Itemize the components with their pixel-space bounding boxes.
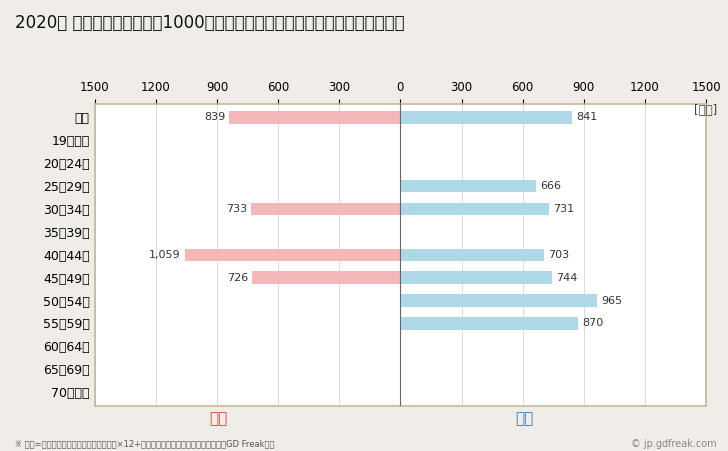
Text: 839: 839 [204,112,225,123]
Text: 731: 731 [553,204,574,214]
Text: 965: 965 [601,295,622,306]
Text: 666: 666 [540,181,561,191]
Bar [253,272,400,284]
Bar [400,317,578,330]
Bar [400,180,536,193]
Bar [400,295,597,307]
Bar [400,272,552,284]
Text: [万円]: [万円] [694,104,717,117]
Bar [400,249,544,261]
Text: 870: 870 [582,318,603,328]
Text: 男性: 男性 [515,411,534,426]
Text: 733: 733 [226,204,247,214]
Bar [400,111,571,124]
Text: 841: 841 [576,112,597,123]
Text: 1,059: 1,059 [149,250,181,260]
Text: 726: 726 [227,273,248,283]
Bar [184,249,400,261]
Bar [400,203,550,215]
Text: ※ 年収=「きまって支給する現金給与額」×12+「年間賞与その他特別給与額」としてGD Freak推計: ※ 年収=「きまって支給する現金給与額」×12+「年間賞与その他特別給与額」とし… [15,440,274,449]
Text: 703: 703 [547,250,569,260]
Text: 744: 744 [556,273,577,283]
Text: 2020年 民間企業（従業者数1000人以上）フルタイム労働者の男女別平均年収: 2020年 民間企業（従業者数1000人以上）フルタイム労働者の男女別平均年収 [15,14,404,32]
Bar [251,203,400,215]
Text: 女性: 女性 [209,411,228,426]
Bar [229,111,400,124]
Text: © jp.gdfreak.com: © jp.gdfreak.com [631,439,717,449]
